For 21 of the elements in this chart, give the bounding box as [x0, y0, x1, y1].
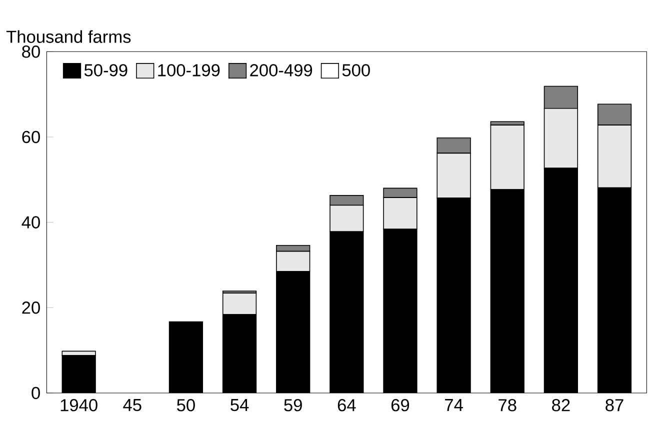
x-tick-label: 69: [391, 399, 410, 412]
legend-label: 500: [342, 64, 370, 76]
x-tick-label: 54: [230, 399, 249, 412]
x-tick-label: 74: [445, 399, 463, 411]
x-tick-label: 78: [498, 399, 516, 412]
y-tick-label: 20: [22, 302, 40, 314]
y-tick-label: 80: [22, 46, 40, 58]
legend-label: 50-99: [84, 64, 128, 76]
x-tick-label: 64: [338, 399, 356, 412]
y-tick-label: 0: [32, 386, 40, 400]
legend-label: 100-199: [158, 64, 220, 76]
y-tick-label: 40: [22, 216, 40, 228]
x-tick-label: 50: [177, 399, 195, 412]
x-tick-label: 1940: [60, 399, 98, 412]
x-tick-label: 82: [552, 399, 570, 412]
legend-label: 200-499: [250, 64, 312, 76]
y-axis-title: Thousand farms: [6, 30, 131, 43]
x-tick-label: 59: [284, 399, 302, 412]
x-tick-label: 45: [123, 399, 142, 412]
y-tick-label: 60: [22, 130, 40, 144]
x-tick-label: 87: [606, 399, 624, 412]
